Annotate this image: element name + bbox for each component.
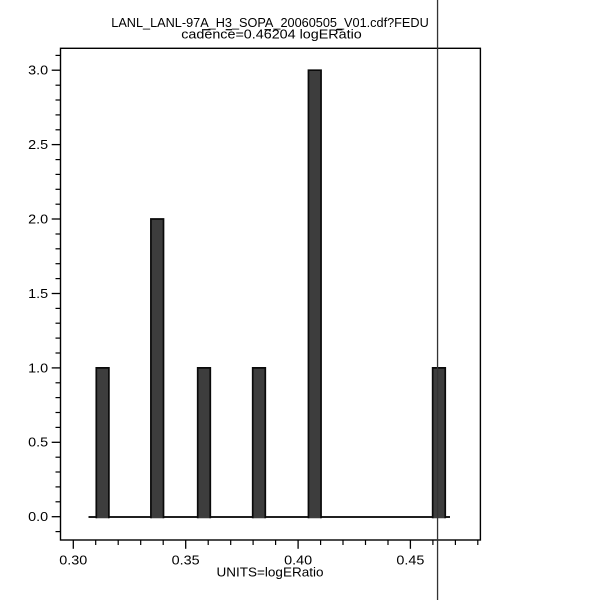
svg-text:cadence=0.46204 logERatio: cadence=0.46204 logERatio bbox=[181, 28, 362, 42]
svg-text:3.0: 3.0 bbox=[28, 64, 48, 78]
svg-text:LANL_LANL-97A_H3_SOPA_20060505: LANL_LANL-97A_H3_SOPA_20060505_V01.cdf?F… bbox=[111, 16, 429, 30]
svg-text:0.45: 0.45 bbox=[396, 553, 424, 567]
svg-text:0.35: 0.35 bbox=[172, 553, 200, 567]
svg-text:0.5: 0.5 bbox=[28, 436, 48, 450]
svg-text:1.5: 1.5 bbox=[28, 287, 48, 301]
svg-text:0.30: 0.30 bbox=[59, 553, 87, 567]
svg-text:1.0: 1.0 bbox=[28, 361, 48, 375]
svg-text:2.5: 2.5 bbox=[28, 138, 48, 152]
svg-text:0.40: 0.40 bbox=[284, 553, 312, 567]
svg-text:2.0: 2.0 bbox=[28, 212, 48, 226]
svg-text:UNITS=logERatio: UNITS=logERatio bbox=[217, 566, 324, 580]
svg-text:0.0: 0.0 bbox=[28, 510, 48, 524]
